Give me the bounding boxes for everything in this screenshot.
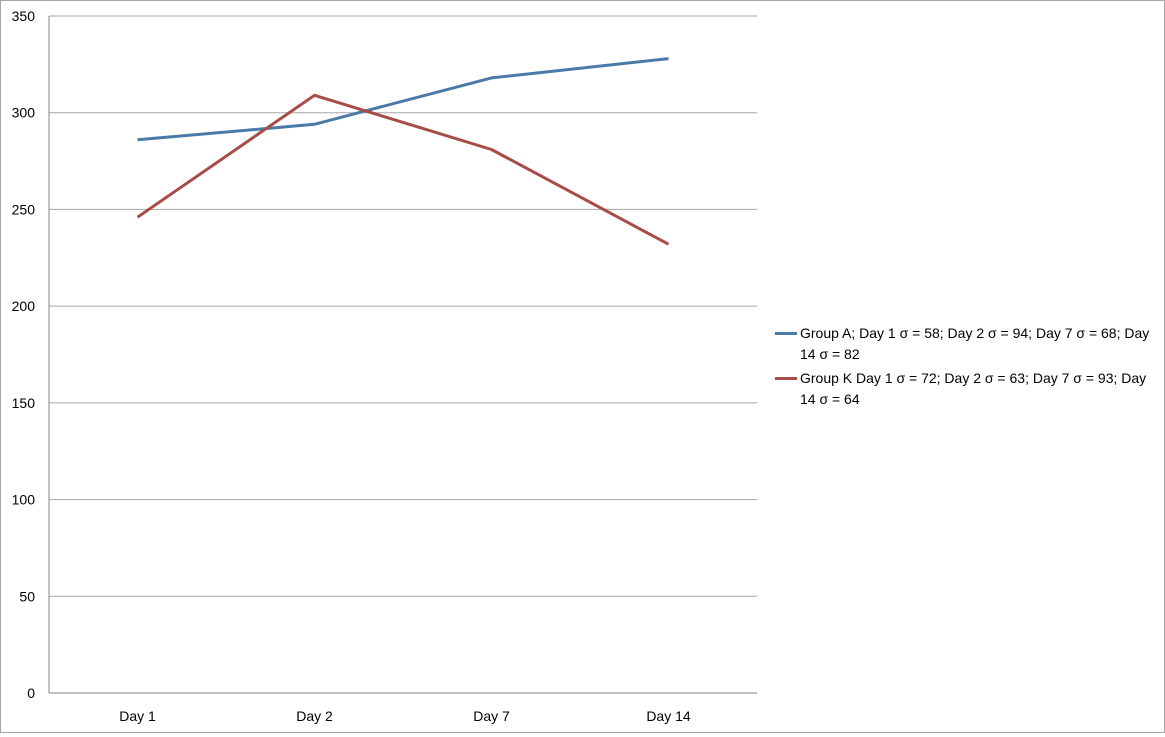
y-tick-label-0: 0	[27, 685, 35, 701]
y-tick-label-250: 250	[12, 201, 36, 217]
legend-label-group-a: Group A; Day 1 σ = 58; Day 2 σ = 94; Day…	[800, 325, 1149, 362]
x-tick-label-4: Day 14	[646, 708, 691, 724]
series-line-1	[138, 59, 669, 140]
legend-label-group-k: Group K Day 1 σ = 72; Day 2 σ = 63; Day …	[800, 370, 1146, 407]
y-tick-label-200: 200	[12, 298, 36, 314]
y-tick-label-100: 100	[12, 492, 36, 508]
x-tick-label-1: Day 1	[119, 708, 156, 724]
y-tick-label-350: 350	[12, 8, 36, 24]
x-tick-label-3: Day 7	[473, 708, 510, 724]
y-tick-label-50: 50	[19, 588, 35, 604]
legend-entry-group-k: Group K Day 1 σ = 72; Day 2 σ = 63; Day …	[773, 368, 1161, 410]
legend: Group A; Day 1 σ = 58; Day 2 σ = 94; Day…	[773, 323, 1161, 413]
legend-swatch-group-k	[775, 377, 797, 380]
series-line-2	[138, 95, 669, 244]
y-tick-label-150: 150	[12, 395, 36, 411]
legend-swatch-group-a	[775, 332, 797, 335]
y-tick-label-300: 300	[12, 105, 36, 121]
x-tick-label-2: Day 2	[296, 708, 333, 724]
legend-entry-group-a: Group A; Day 1 σ = 58; Day 2 σ = 94; Day…	[773, 323, 1161, 365]
